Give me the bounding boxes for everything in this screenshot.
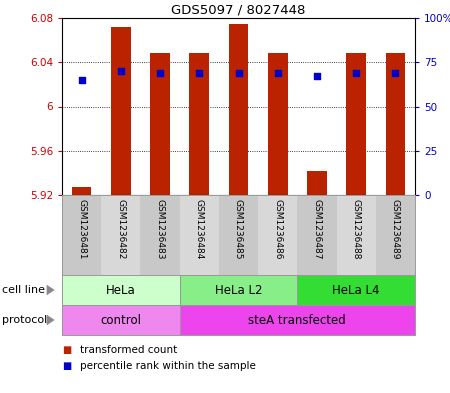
Text: transformed count: transformed count: [80, 345, 177, 355]
Bar: [62, 275, 180, 305]
Text: HeLa: HeLa: [106, 283, 136, 296]
Point: [235, 70, 242, 76]
Bar: [140, 195, 180, 275]
Bar: [62, 305, 180, 335]
Text: GSM1236486: GSM1236486: [273, 199, 282, 259]
Text: control: control: [100, 314, 141, 327]
Point: [157, 70, 164, 76]
Bar: [346, 53, 366, 195]
Bar: [229, 24, 248, 195]
Text: GSM1236484: GSM1236484: [195, 199, 204, 259]
Bar: [180, 305, 415, 335]
Text: ■: ■: [62, 361, 71, 371]
Text: ■: ■: [62, 345, 71, 355]
Bar: [150, 53, 170, 195]
Text: GSM1236483: GSM1236483: [156, 199, 165, 259]
Bar: [386, 53, 405, 195]
Text: GSM1236482: GSM1236482: [117, 199, 126, 259]
Title: GDS5097 / 8027448: GDS5097 / 8027448: [171, 4, 306, 17]
Point: [117, 68, 125, 74]
Text: GSM1236487: GSM1236487: [312, 199, 321, 259]
Text: percentile rank within the sample: percentile rank within the sample: [80, 361, 256, 371]
Text: protocol: protocol: [2, 315, 47, 325]
Bar: [307, 171, 327, 195]
Bar: [62, 195, 101, 275]
Text: GSM1236488: GSM1236488: [351, 199, 360, 259]
Bar: [189, 53, 209, 195]
Bar: [297, 275, 415, 305]
Text: cell line: cell line: [2, 285, 45, 295]
Point: [78, 77, 85, 83]
Bar: [180, 275, 297, 305]
Bar: [72, 187, 91, 195]
Bar: [376, 195, 415, 275]
Text: GSM1236485: GSM1236485: [234, 199, 243, 259]
Point: [196, 70, 203, 76]
Bar: [258, 195, 297, 275]
Bar: [111, 27, 130, 195]
Bar: [180, 195, 219, 275]
Text: steA transfected: steA transfected: [248, 314, 346, 327]
Text: HeLa L2: HeLa L2: [215, 283, 262, 296]
Text: GSM1236489: GSM1236489: [391, 199, 400, 259]
Bar: [219, 195, 258, 275]
Point: [274, 70, 281, 76]
Text: GSM1236481: GSM1236481: [77, 199, 86, 259]
Point: [313, 73, 320, 79]
Point: [392, 70, 399, 76]
Bar: [268, 53, 288, 195]
Bar: [297, 195, 337, 275]
Text: HeLa L4: HeLa L4: [333, 283, 380, 296]
Bar: [337, 195, 376, 275]
Point: [352, 70, 360, 76]
Bar: [101, 195, 140, 275]
